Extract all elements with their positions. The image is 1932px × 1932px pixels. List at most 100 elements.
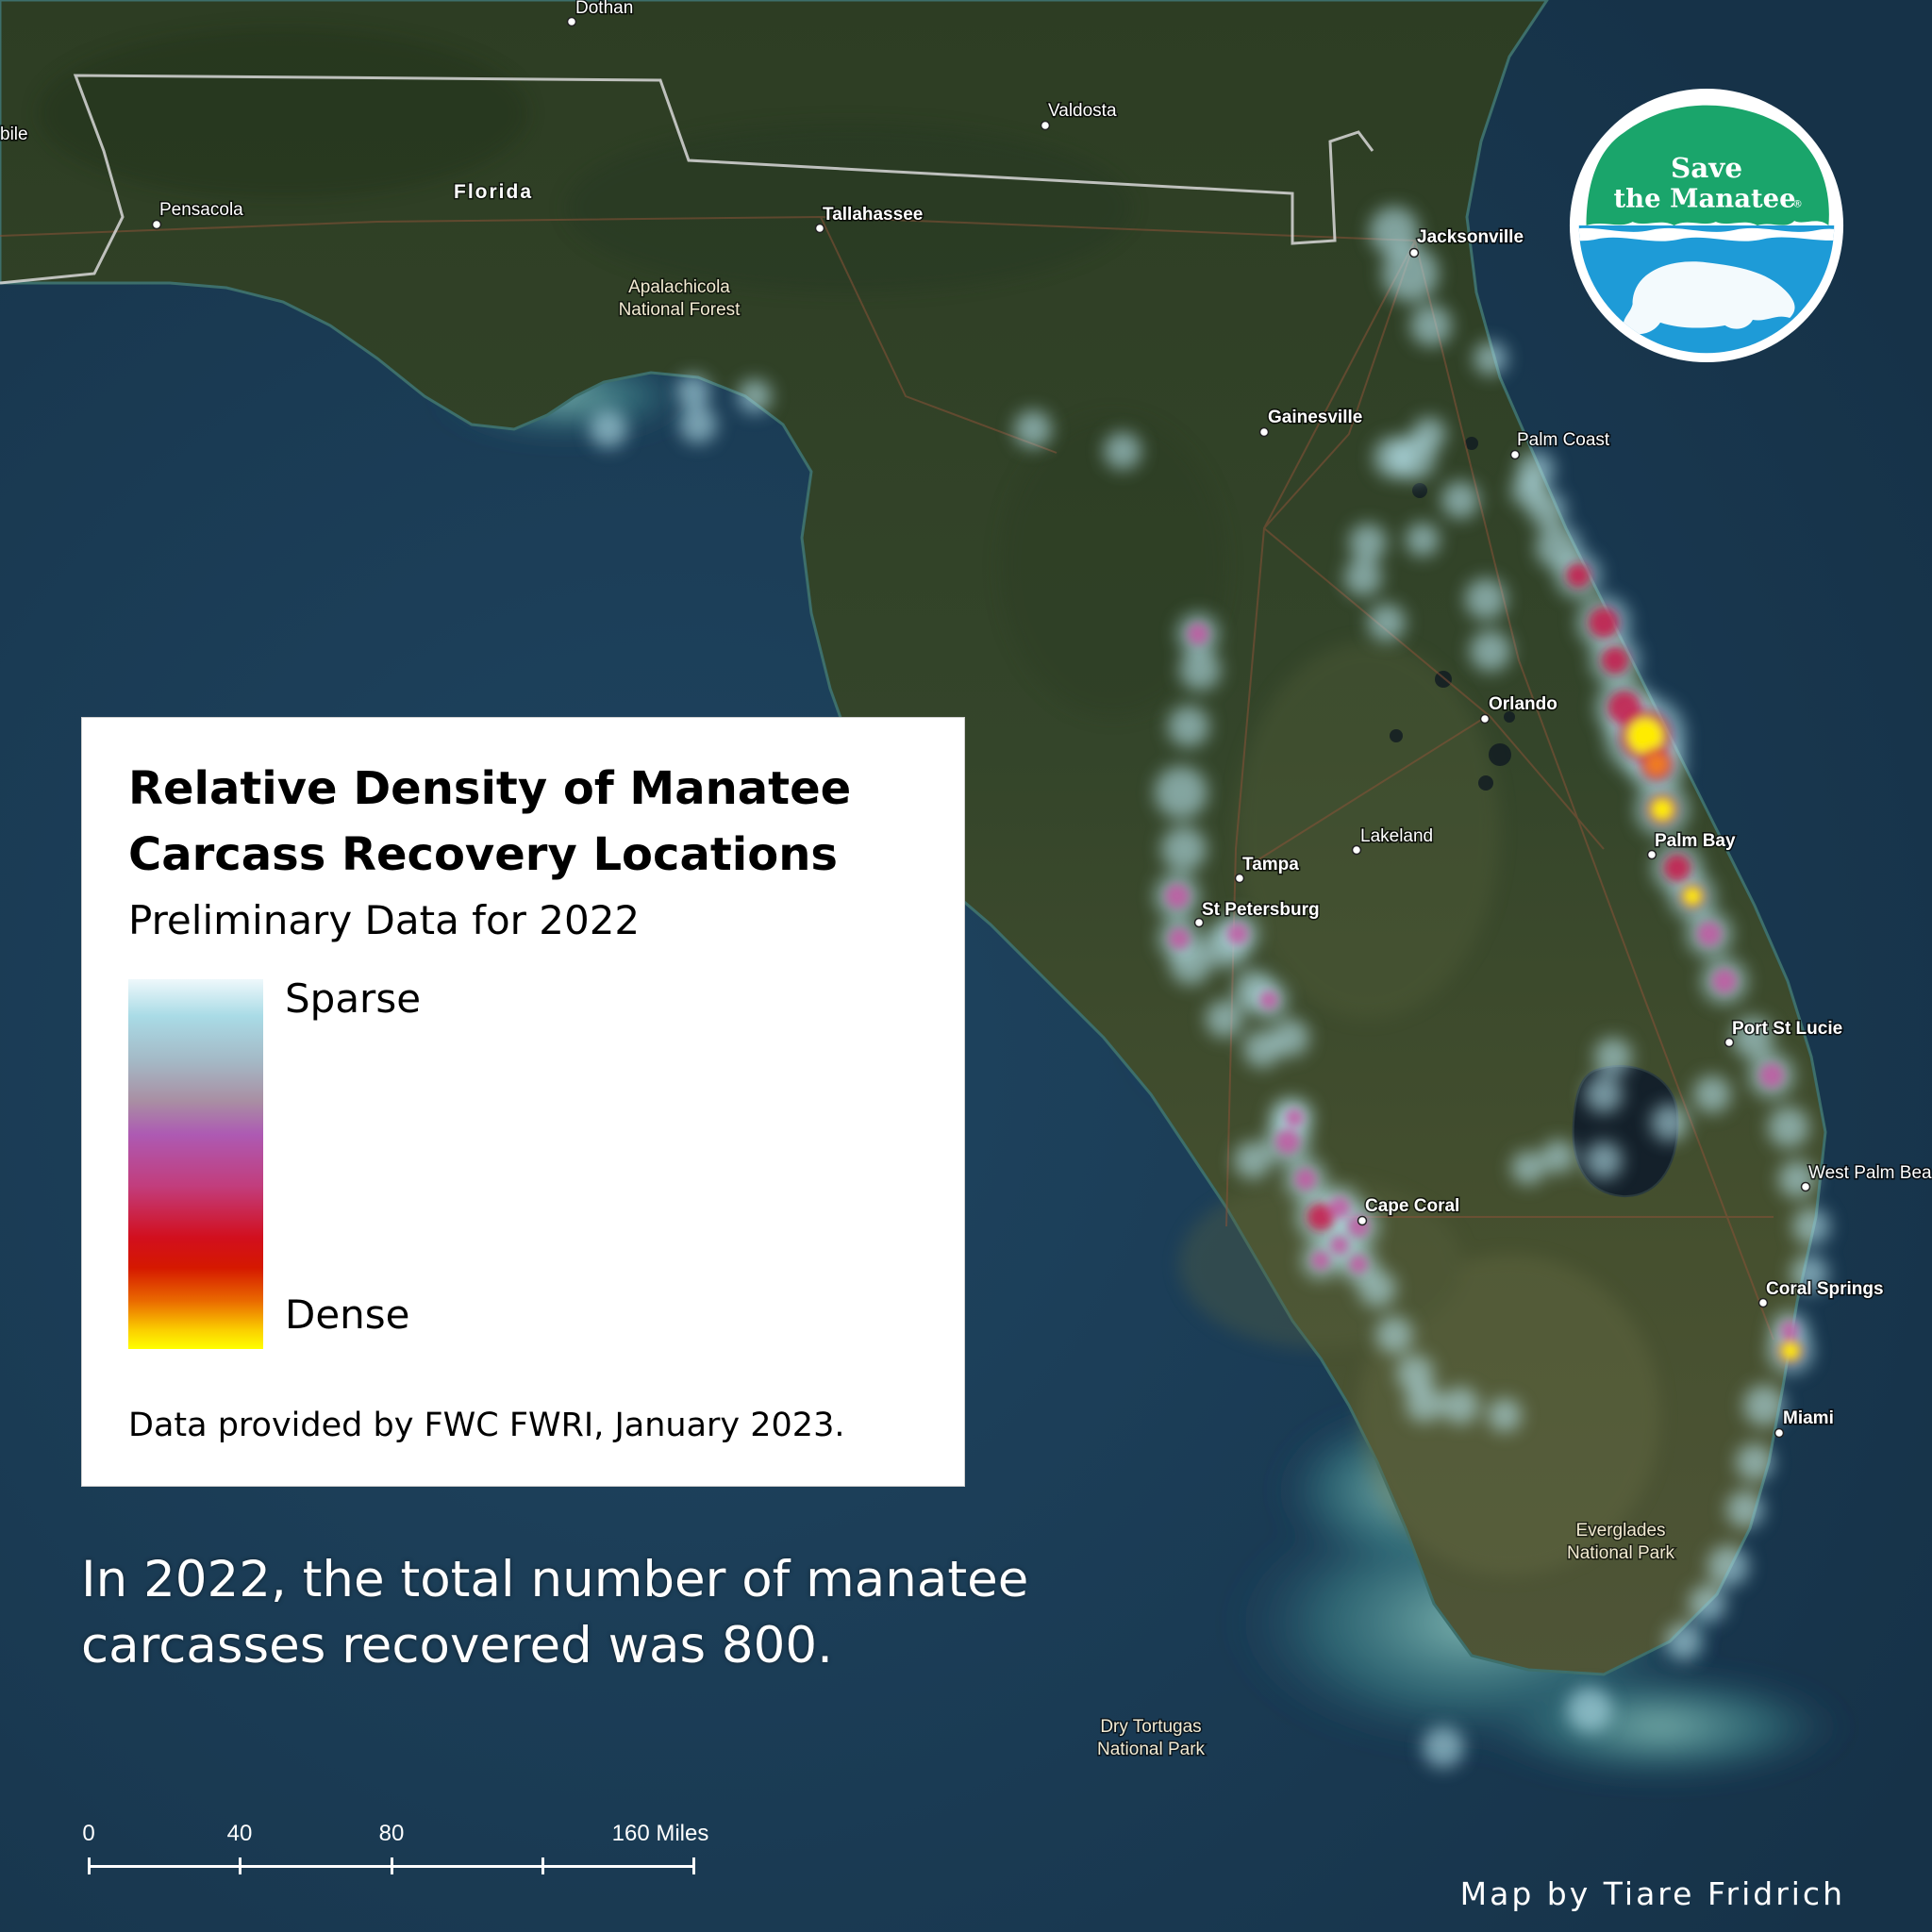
legend-subtitle: Preliminary Data for 2022 [128, 897, 641, 943]
city-marker [1040, 120, 1051, 131]
city-label: Gainesville [1268, 408, 1362, 427]
heat-halo [1585, 1141, 1623, 1179]
heat-mid [1589, 608, 1619, 638]
heat-halo [1243, 1030, 1281, 1068]
heat-halo [1732, 1017, 1774, 1058]
heat-mid [1759, 1063, 1784, 1088]
city-label: Cape Coral [1365, 1196, 1459, 1216]
heat-mid [1311, 1251, 1330, 1270]
scale-tick [692, 1857, 695, 1874]
heat-halo [1014, 410, 1052, 448]
city-label: Coral Springs [1766, 1279, 1884, 1299]
heat-halo [1517, 451, 1555, 489]
city-label: Palm Bay [1655, 831, 1736, 851]
heat-mid [1294, 1168, 1317, 1191]
logo-line1: Save [1671, 151, 1742, 184]
city-marker [566, 16, 577, 27]
city-label: Palm Coast [1517, 430, 1610, 450]
heat-halo [1349, 524, 1387, 561]
manatee-icon [1623, 261, 1795, 335]
heat-halo [1272, 1019, 1309, 1057]
data-source-credit: Data provided by FWC FWRI, January 2023. [128, 1407, 845, 1444]
heat-mid [1307, 1203, 1335, 1231]
legend-dense-label: Dense [285, 1291, 410, 1338]
heat-halo [1470, 630, 1511, 672]
city-tallahassee: Tallahassee [814, 204, 924, 234]
heat-halo [1790, 1255, 1828, 1292]
scale-label-40: 40 [226, 1821, 253, 1846]
heat-halo [1792, 1208, 1830, 1245]
heat-halo [1406, 1385, 1443, 1423]
save-the-manatee-logo: Save the Manatee ® [1569, 88, 1844, 363]
heat-halo [1382, 245, 1439, 302]
park-label: Apalachicola National Forest [619, 277, 741, 320]
city-lakeland: Lakeland [1351, 825, 1435, 856]
city-jacksonville: Jacksonville [1408, 226, 1525, 258]
heat-mid [1663, 854, 1691, 882]
city-label: Lakeland [1360, 826, 1433, 846]
heat-halo [679, 406, 717, 443]
city-marker [814, 223, 825, 234]
heat-halo [1665, 1623, 1703, 1660]
state-label: Florida [454, 181, 533, 203]
scale-tick [88, 1857, 91, 1874]
heat-core [1644, 752, 1669, 776]
heat-halo [1726, 1491, 1764, 1528]
heat-halo [1344, 558, 1382, 596]
heat-mid [1275, 1129, 1300, 1154]
heat-halo [1410, 305, 1452, 346]
city-west-palm-bea: West Palm Bea [1800, 1162, 1932, 1192]
heat-halo [1170, 943, 1211, 985]
city-layer: Dothan Valdosta bile Pensacola Tallahassee Ja… [0, 0, 1932, 1439]
city-gainesville: Gainesville [1258, 407, 1364, 438]
city-label: Pensacola [159, 200, 243, 220]
city-miami: Miami [1774, 1407, 1835, 1439]
heat-mid [1780, 1321, 1799, 1340]
heat-halo [1358, 1270, 1396, 1307]
heat-halo [1179, 649, 1221, 691]
scale-bar: 0 40 80 160 Miles [74, 1821, 734, 1887]
city-coral-springs: Coral Springs [1757, 1278, 1885, 1308]
city-palm-bay: Palm Bay [1646, 830, 1737, 860]
city-marker [1234, 873, 1245, 884]
city-label: Dothan [575, 0, 633, 18]
city-pensacola: Pensacola [151, 199, 245, 230]
city-marker [1757, 1297, 1769, 1308]
heat-mid [1285, 1108, 1304, 1127]
heat-halo [1474, 341, 1507, 375]
city-marker [1774, 1427, 1785, 1439]
heat-mid [1226, 923, 1249, 945]
heat-halo [1585, 1075, 1623, 1113]
heat-halo [1375, 1316, 1413, 1354]
heat-halo [1168, 706, 1209, 747]
city-dothan: Dothan [566, 0, 635, 27]
city-marker [1408, 247, 1420, 258]
heat-halo [590, 410, 627, 448]
city-label: Port St Lucie [1732, 1019, 1842, 1039]
heat-mid [1165, 884, 1190, 908]
heat-halo [1736, 1443, 1774, 1481]
city-label: St Petersburg [1202, 900, 1320, 920]
heat-halo [1155, 766, 1208, 819]
city-marker [1800, 1181, 1811, 1192]
city-port-st-lucie: Port St Lucie [1724, 1018, 1844, 1048]
city-cape-coral: Cape Coral [1357, 1195, 1461, 1226]
city-marker [1479, 713, 1491, 724]
heat-core [1684, 888, 1701, 905]
city-marker [1357, 1215, 1368, 1226]
heat-halo [1743, 1385, 1785, 1426]
legend-title: Relative Density of Manatee Carcass Reco… [128, 762, 852, 881]
logo-line2: the Manatee [1613, 183, 1795, 213]
heat-halo [1693, 1075, 1731, 1113]
city-marker [1258, 426, 1270, 438]
city-tampa: Tampa [1234, 854, 1301, 884]
city-label: bile [0, 125, 28, 144]
heat-halo [1689, 1585, 1726, 1623]
heat-halo [1651, 1104, 1689, 1141]
city-palm-coast: Palm Coast [1509, 429, 1611, 460]
scale-label-160-miles: 160 Miles [611, 1821, 709, 1846]
city-label: Orlando [1489, 694, 1557, 714]
heat-core [1652, 799, 1673, 820]
heat-halo [1441, 481, 1479, 519]
